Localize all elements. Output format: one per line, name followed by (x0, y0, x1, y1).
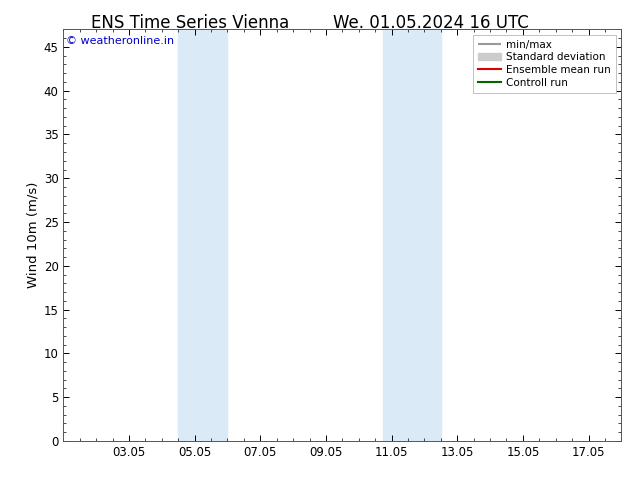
Legend: min/max, Standard deviation, Ensemble mean run, Controll run: min/max, Standard deviation, Ensemble me… (473, 35, 616, 93)
Text: We. 01.05.2024 16 UTC: We. 01.05.2024 16 UTC (333, 14, 529, 32)
Bar (384, 29, 441, 441)
Text: © weatheronline.in: © weatheronline.in (66, 36, 174, 46)
Text: ENS Time Series Vienna: ENS Time Series Vienna (91, 14, 289, 32)
Y-axis label: Wind 10m (m/s): Wind 10m (m/s) (27, 182, 39, 289)
Bar (178, 29, 228, 441)
